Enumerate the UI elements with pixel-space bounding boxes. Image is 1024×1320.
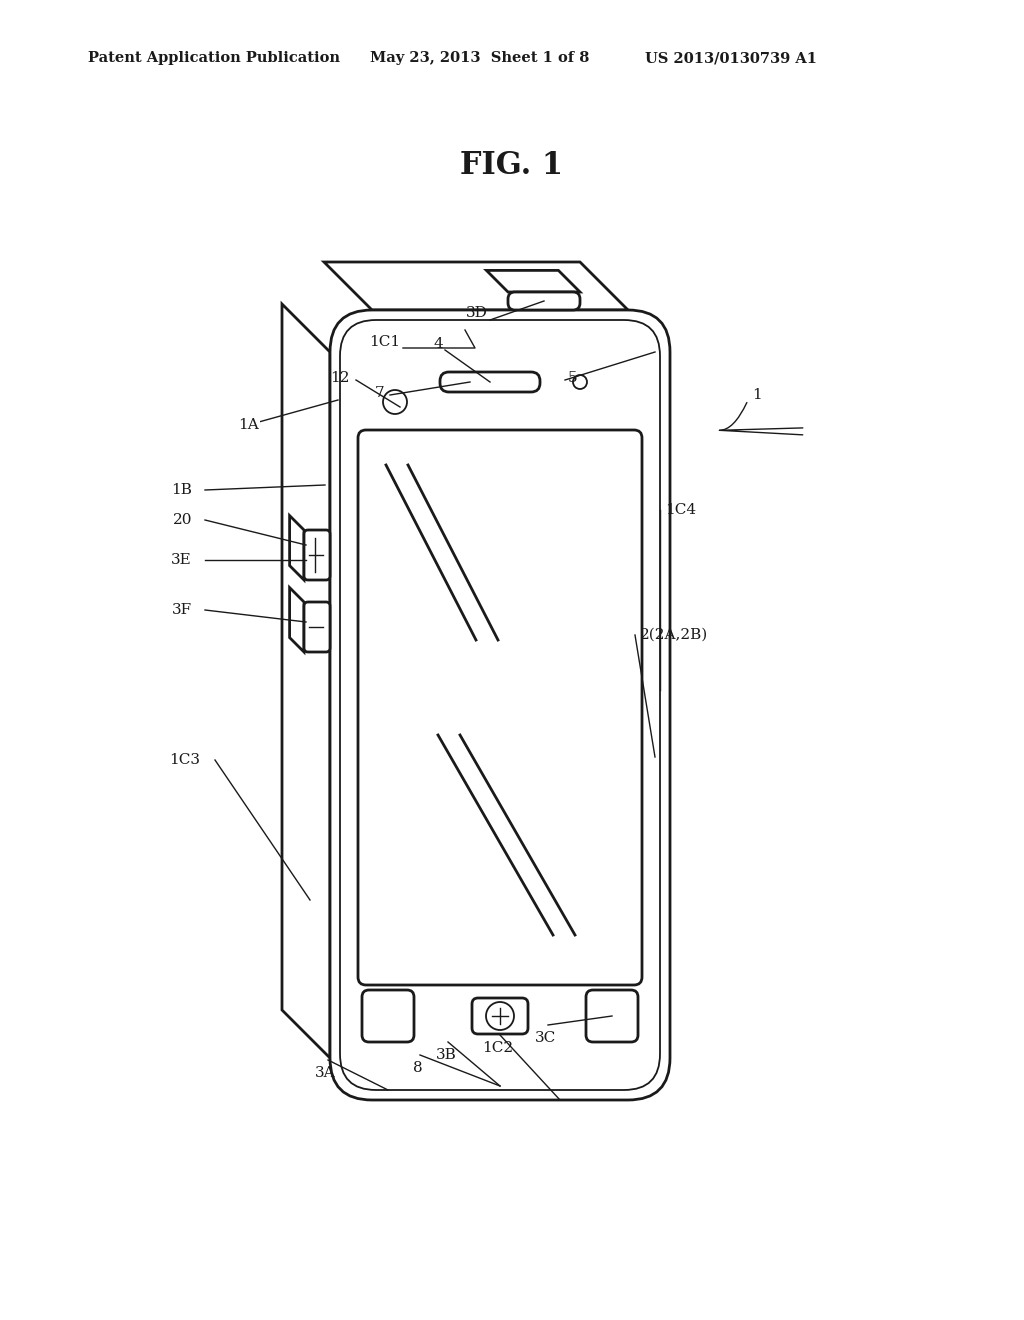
- FancyBboxPatch shape: [472, 998, 528, 1034]
- FancyBboxPatch shape: [358, 430, 642, 985]
- Text: 1: 1: [752, 388, 762, 403]
- FancyBboxPatch shape: [586, 990, 638, 1041]
- FancyBboxPatch shape: [440, 372, 540, 392]
- Text: FIG. 1: FIG. 1: [461, 149, 563, 181]
- Text: 1C1: 1C1: [369, 335, 400, 348]
- FancyBboxPatch shape: [340, 319, 660, 1090]
- Text: 3E: 3E: [171, 553, 193, 568]
- Text: 7: 7: [375, 385, 384, 400]
- Text: 3A: 3A: [314, 1067, 335, 1080]
- Circle shape: [486, 1002, 514, 1030]
- Text: 12: 12: [331, 371, 350, 385]
- Text: 5: 5: [568, 371, 578, 385]
- Text: 1A: 1A: [238, 418, 258, 432]
- Text: 20: 20: [172, 513, 193, 527]
- FancyBboxPatch shape: [508, 292, 580, 310]
- FancyBboxPatch shape: [304, 531, 330, 579]
- Text: 3F: 3F: [172, 603, 193, 616]
- Text: 1C2: 1C2: [482, 1041, 514, 1055]
- FancyBboxPatch shape: [362, 990, 414, 1041]
- Polygon shape: [324, 261, 628, 310]
- Polygon shape: [282, 304, 330, 1059]
- Text: 1B: 1B: [171, 483, 193, 498]
- Text: 3D: 3D: [466, 306, 488, 319]
- Polygon shape: [290, 587, 304, 652]
- FancyBboxPatch shape: [330, 310, 670, 1100]
- Polygon shape: [486, 271, 580, 292]
- Text: 3C: 3C: [536, 1031, 557, 1045]
- Text: May 23, 2013  Sheet 1 of 8: May 23, 2013 Sheet 1 of 8: [370, 51, 590, 65]
- Text: Patent Application Publication: Patent Application Publication: [88, 51, 340, 65]
- Text: 1C4: 1C4: [665, 503, 696, 517]
- Circle shape: [383, 389, 407, 414]
- Text: 3B: 3B: [435, 1048, 457, 1063]
- Text: US 2013/0130739 A1: US 2013/0130739 A1: [645, 51, 817, 65]
- Circle shape: [573, 375, 587, 389]
- Text: 4: 4: [433, 337, 443, 351]
- FancyBboxPatch shape: [304, 602, 330, 652]
- Text: 1C3: 1C3: [169, 752, 200, 767]
- Text: 8: 8: [414, 1061, 423, 1074]
- Polygon shape: [290, 516, 304, 579]
- Text: 2(2A,2B): 2(2A,2B): [640, 628, 709, 642]
